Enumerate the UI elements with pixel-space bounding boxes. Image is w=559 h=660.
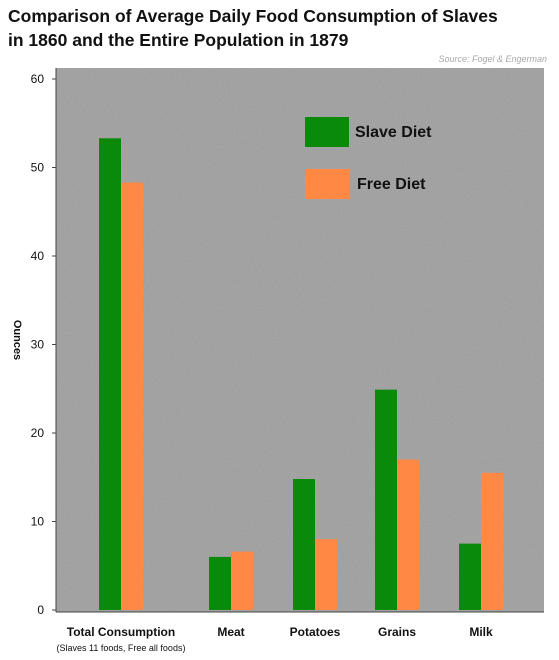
bar-free-total-consumption (121, 182, 143, 611)
y-tick-label: 0 (37, 603, 44, 617)
bar-slave-grains (375, 389, 397, 610)
chart-source: Source: Fogel & Engerman (438, 54, 547, 64)
x-category-label: Meat (217, 625, 244, 639)
x-category-label: Total Consumption (67, 625, 175, 639)
bar-slave-milk (459, 543, 481, 610)
x-category-label: Potatoes (290, 625, 341, 639)
legend-swatch-slave (305, 117, 349, 147)
y-tick-label: 30 (31, 338, 45, 352)
bar-free-milk (481, 472, 503, 610)
legend-label-slave: Slave Diet (355, 124, 432, 141)
bar-slave-total-consumption (99, 138, 121, 611)
x-category-note: (Slaves 11 foods, Free all foods) (57, 643, 186, 653)
x-category-label: Milk (469, 625, 493, 639)
x-category-label: Grains (378, 625, 416, 639)
bar-slave-potatoes (293, 479, 315, 610)
bars (99, 138, 503, 611)
y-tick-label: 50 (31, 161, 45, 175)
bar-free-meat (231, 551, 253, 610)
chart-title-line-2: in 1860 and the Entire Population in 187… (8, 30, 349, 50)
chart-title: Comparison of Average Daily Food Consump… (8, 4, 556, 52)
bar-slave-meat (209, 556, 231, 610)
legend: Slave Diet Free Diet (305, 117, 432, 199)
chart-title-line-1: Comparison of Average Daily Food Consump… (8, 6, 498, 26)
y-tick-label: 10 (31, 515, 45, 529)
bar-free-potatoes (315, 539, 337, 610)
y-axis-ticks: 0 10 20 30 40 50 60 (31, 72, 56, 617)
bar-free-grains (397, 459, 419, 610)
y-axis-label: Ounces (11, 320, 23, 360)
y-tick-label: 20 (31, 426, 45, 440)
y-tick-label: 40 (31, 249, 45, 263)
legend-swatch-free (305, 169, 349, 199)
y-tick-label: 60 (31, 72, 45, 86)
x-axis-labels: Total Consumption (Slaves 11 foods, Free … (57, 625, 493, 653)
legend-label-free: Free Diet (357, 176, 426, 193)
